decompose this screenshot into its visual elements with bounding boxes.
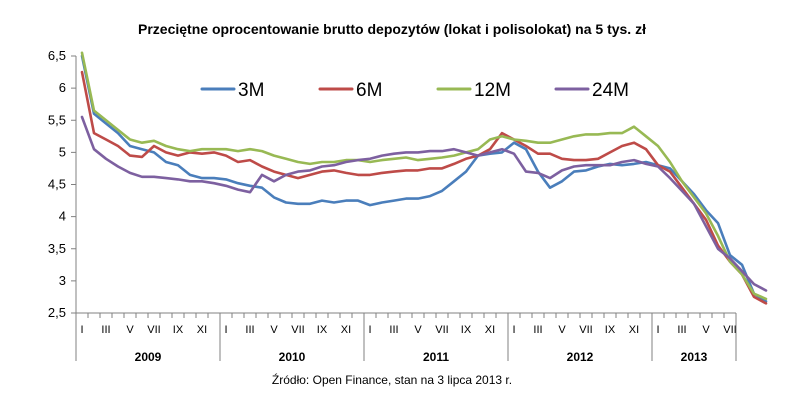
month-label: III	[389, 324, 398, 336]
month-label: I	[368, 324, 371, 336]
y-tick-label: 5,5	[48, 112, 66, 127]
month-label: IX	[461, 324, 472, 336]
series-line-12m	[80, 51, 768, 301]
month-label: VII	[723, 324, 736, 336]
series-layer	[80, 51, 768, 305]
month-label: VII	[291, 324, 304, 336]
source-note: Źródło: Open Finance, stan na 3 lipca 20…	[272, 372, 512, 387]
y-tick-label: 2,5	[48, 305, 66, 320]
y-tick-label: 6	[59, 80, 66, 95]
month-label: V	[270, 324, 278, 336]
month-label: VII	[435, 324, 448, 336]
year-label: 2011	[423, 350, 449, 364]
month-label: IX	[173, 324, 184, 336]
month-label: III	[533, 324, 542, 336]
year-label: 2010	[279, 350, 306, 364]
month-label: V	[702, 324, 710, 336]
month-label: III	[245, 324, 254, 336]
year-label: 2013	[681, 350, 708, 364]
month-label: IX	[605, 324, 616, 336]
legend-label-3m: 3M	[238, 80, 264, 101]
month-label: III	[101, 324, 110, 336]
y-tick-label: 6,5	[48, 48, 66, 63]
legend-label-24m: 24M	[592, 80, 629, 101]
legend: 3M 6M 12M 24M	[200, 80, 629, 101]
month-label: I	[512, 324, 515, 336]
y-tick-label: 4,5	[48, 177, 66, 192]
legend-label-12m: 12M	[474, 80, 511, 101]
month-label: V	[126, 324, 134, 336]
month-label: XI	[197, 324, 207, 336]
series-line-24m	[80, 115, 768, 292]
year-label: 2012	[567, 350, 594, 364]
legend-label-6m: 6M	[356, 80, 382, 101]
series-line-3m	[80, 54, 768, 303]
chart-title: Przeciętne oprocentowanie brutto depozyt…	[138, 21, 646, 37]
y-tick-label: 4	[59, 209, 66, 224]
month-label: III	[677, 324, 686, 336]
month-label: XI	[485, 324, 495, 336]
month-label: V	[414, 324, 422, 336]
month-label: VII	[147, 324, 160, 336]
month-label: I	[656, 324, 659, 336]
month-label: XI	[341, 324, 351, 336]
year-label: 2009	[135, 350, 162, 364]
month-label: I	[224, 324, 227, 336]
y-tick-label: 5	[59, 144, 66, 159]
month-label: I	[80, 324, 83, 336]
y-tick-label: 3,5	[48, 241, 66, 256]
series-line-6m	[80, 70, 768, 305]
month-label: V	[558, 324, 566, 336]
month-label: XI	[629, 324, 639, 336]
y-tick-label: 3	[59, 273, 66, 288]
month-label: VII	[579, 324, 592, 336]
month-label: IX	[317, 324, 328, 336]
